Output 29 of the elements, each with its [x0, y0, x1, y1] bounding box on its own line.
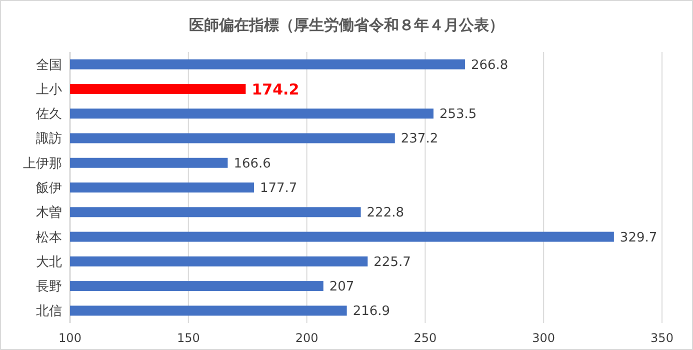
data-label: 329.7 — [620, 230, 658, 246]
y-tick-label: 全国 — [36, 58, 62, 73]
data-label: 207 — [329, 280, 354, 295]
x-tick-label: 300 — [532, 331, 556, 345]
data-label: 237.2 — [400, 132, 438, 147]
x-tick-label: 250 — [414, 331, 437, 345]
y-tick-label: 大北 — [36, 254, 62, 270]
data-label: 253.5 — [439, 107, 477, 122]
data-label: 216.9 — [352, 304, 390, 320]
x-tick-label: 200 — [295, 331, 318, 345]
x-tick-label: 350 — [650, 331, 674, 345]
data-label: 222.8 — [366, 206, 404, 221]
y-tick-label: 飯伊 — [36, 181, 62, 196]
chart-title: 医師偏在指標（厚生労働省令和８年４月公表） — [189, 16, 504, 34]
data-label: 266.8 — [470, 58, 508, 73]
data-label: 166.6 — [234, 156, 271, 172]
data-label: 174.2 — [252, 80, 300, 98]
y-tick-label: 北信 — [36, 304, 62, 320]
y-tick-label: 諏訪 — [36, 132, 62, 147]
data-label: 177.7 — [260, 181, 298, 196]
y-tick-label: 松本 — [36, 230, 62, 246]
y-tick-label: 上伊那 — [23, 156, 62, 172]
y-tick-label: 長野 — [36, 280, 62, 295]
x-tick-label: 100 — [58, 331, 82, 345]
y-tick-label: 佐久 — [36, 107, 62, 122]
data-label: 225.7 — [374, 254, 411, 270]
x-tick-label: 150 — [176, 331, 200, 345]
y-tick-label: 木曽 — [36, 204, 62, 221]
y-tick-label: 上小 — [36, 82, 62, 98]
